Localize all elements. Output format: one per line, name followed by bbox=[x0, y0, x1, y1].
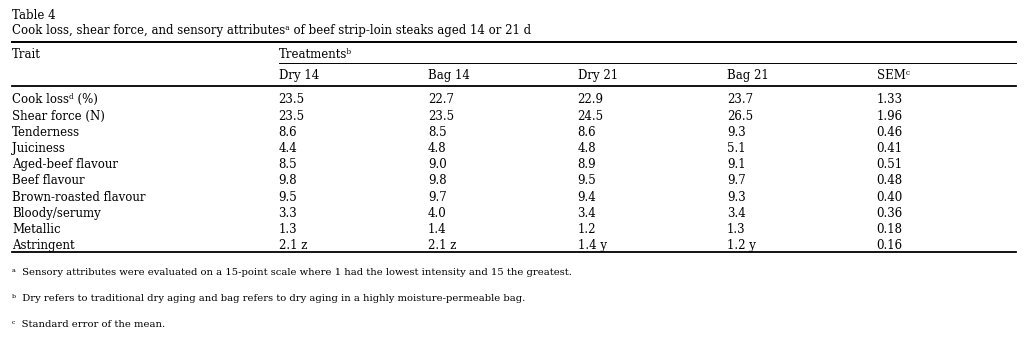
Text: ᵇ  Dry refers to traditional dry aging and bag refers to dry aging in a highly m: ᵇ Dry refers to traditional dry aging an… bbox=[12, 294, 525, 303]
Text: 9.5: 9.5 bbox=[279, 191, 297, 203]
Text: 26.5: 26.5 bbox=[727, 110, 754, 122]
Text: ᶜ  Standard error of the mean.: ᶜ Standard error of the mean. bbox=[12, 320, 166, 329]
Text: 0.40: 0.40 bbox=[877, 191, 903, 203]
Text: 0.51: 0.51 bbox=[877, 158, 903, 171]
Text: Cook loss, shear force, and sensory attributesᵃ of beef strip-loin steaks aged 1: Cook loss, shear force, and sensory attr… bbox=[12, 24, 531, 37]
Text: Astringent: Astringent bbox=[12, 239, 75, 252]
Text: 1.33: 1.33 bbox=[877, 93, 903, 107]
Text: Bag 21: Bag 21 bbox=[727, 69, 769, 82]
Text: 0.41: 0.41 bbox=[877, 142, 903, 155]
Text: Shear force (N): Shear force (N) bbox=[12, 110, 105, 122]
Text: 22.7: 22.7 bbox=[428, 93, 454, 107]
Text: Beef flavour: Beef flavour bbox=[12, 174, 85, 188]
Text: 9.3: 9.3 bbox=[727, 126, 745, 139]
Text: SEMᶜ: SEMᶜ bbox=[877, 69, 909, 82]
Text: 4.8: 4.8 bbox=[578, 142, 596, 155]
Text: 9.0: 9.0 bbox=[428, 158, 446, 171]
Text: Brown-roasted flavour: Brown-roasted flavour bbox=[12, 191, 145, 203]
Text: 1.96: 1.96 bbox=[877, 110, 903, 122]
Text: 4.4: 4.4 bbox=[279, 142, 297, 155]
Text: Cook lossᵈ (%): Cook lossᵈ (%) bbox=[12, 93, 98, 107]
Text: 9.8: 9.8 bbox=[428, 174, 446, 188]
Text: 1.4: 1.4 bbox=[428, 223, 446, 236]
Text: 2.1 z: 2.1 z bbox=[279, 239, 307, 252]
Text: 0.46: 0.46 bbox=[877, 126, 903, 139]
Text: 9.7: 9.7 bbox=[727, 174, 745, 188]
Text: 23.7: 23.7 bbox=[727, 93, 754, 107]
Text: Dry 14: Dry 14 bbox=[279, 69, 318, 82]
Text: 0.16: 0.16 bbox=[877, 239, 903, 252]
Text: 8.6: 8.6 bbox=[578, 126, 596, 139]
Text: 1.2: 1.2 bbox=[578, 223, 596, 236]
Text: 9.5: 9.5 bbox=[578, 174, 596, 188]
Text: 24.5: 24.5 bbox=[578, 110, 604, 122]
Text: 22.9: 22.9 bbox=[578, 93, 603, 107]
Text: 0.48: 0.48 bbox=[877, 174, 903, 188]
Text: 1.3: 1.3 bbox=[279, 223, 297, 236]
Text: 8.6: 8.6 bbox=[279, 126, 297, 139]
Text: 9.8: 9.8 bbox=[279, 174, 297, 188]
Text: ᵃ  Sensory attributes were evaluated on a 15-point scale where 1 had the lowest : ᵃ Sensory attributes were evaluated on a… bbox=[12, 268, 572, 277]
Text: 8.9: 8.9 bbox=[578, 158, 596, 171]
Text: Metallic: Metallic bbox=[12, 223, 60, 236]
Text: Trait: Trait bbox=[12, 48, 41, 61]
Text: 8.5: 8.5 bbox=[428, 126, 446, 139]
Text: 3.3: 3.3 bbox=[279, 207, 297, 220]
Text: 23.5: 23.5 bbox=[279, 93, 305, 107]
Text: 23.5: 23.5 bbox=[279, 110, 305, 122]
Text: Tenderness: Tenderness bbox=[12, 126, 81, 139]
Text: 23.5: 23.5 bbox=[428, 110, 455, 122]
Text: 3.4: 3.4 bbox=[578, 207, 596, 220]
Text: 2.1 z: 2.1 z bbox=[428, 239, 457, 252]
Text: Bag 14: Bag 14 bbox=[428, 69, 470, 82]
Text: 8.5: 8.5 bbox=[279, 158, 297, 171]
Text: Aged-beef flavour: Aged-beef flavour bbox=[12, 158, 119, 171]
Text: Juiciness: Juiciness bbox=[12, 142, 66, 155]
Text: 0.36: 0.36 bbox=[877, 207, 903, 220]
Text: 4.8: 4.8 bbox=[428, 142, 446, 155]
Text: 1.3: 1.3 bbox=[727, 223, 745, 236]
Text: Table 4: Table 4 bbox=[12, 9, 56, 22]
Text: 9.3: 9.3 bbox=[727, 191, 745, 203]
Text: 1.2 y: 1.2 y bbox=[727, 239, 756, 252]
Text: Treatmentsᵇ: Treatmentsᵇ bbox=[279, 48, 351, 61]
Text: Dry 21: Dry 21 bbox=[578, 69, 617, 82]
Text: 9.7: 9.7 bbox=[428, 191, 446, 203]
Text: Bloody/serumy: Bloody/serumy bbox=[12, 207, 101, 220]
Text: 3.4: 3.4 bbox=[727, 207, 745, 220]
Text: 5.1: 5.1 bbox=[727, 142, 745, 155]
Text: 9.4: 9.4 bbox=[578, 191, 596, 203]
Text: 4.0: 4.0 bbox=[428, 207, 446, 220]
Text: 0.18: 0.18 bbox=[877, 223, 902, 236]
Text: 9.1: 9.1 bbox=[727, 158, 745, 171]
Text: 1.4 y: 1.4 y bbox=[578, 239, 606, 252]
